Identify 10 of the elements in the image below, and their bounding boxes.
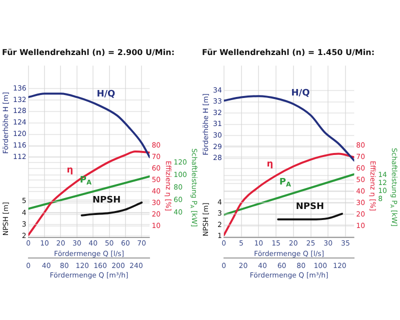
series-label: H/Q	[291, 88, 310, 98]
series-label: NPSH	[92, 196, 121, 206]
series-label: H/Q	[96, 90, 116, 100]
line-series	[224, 95, 354, 162]
chart-title: Für Wellendrehzahl (n) = 2.900 U/Min:	[2, 48, 175, 57]
chart-title: Für Wellendrehzahl (n) = 1.450 U/Min:	[202, 48, 375, 57]
line-series	[80, 202, 143, 216]
series-label: NPSH	[296, 202, 324, 212]
series-label: η	[266, 159, 274, 170]
series-label: η	[66, 166, 74, 176]
